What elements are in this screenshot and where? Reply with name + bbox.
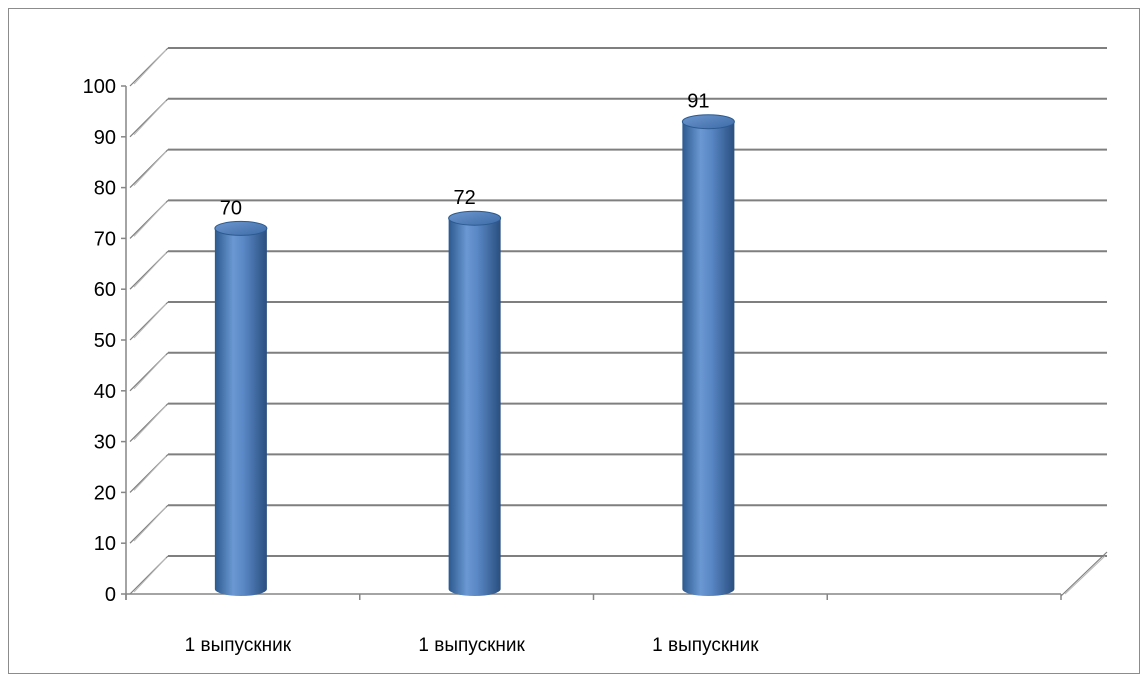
y-tick-label: 70 (94, 228, 116, 250)
gridline-diagonal-shadow (133, 354, 167, 390)
data-label: 91 (687, 91, 709, 113)
bar-chart: 0 10 20 30 40 50 60 70 80 90 100 70 1 выпускник 72 1 в… (83, 47, 1108, 656)
category-label: 1 выпускник (652, 635, 759, 656)
bar (214, 220, 268, 596)
bar-body (214, 228, 267, 596)
bar-cap (448, 210, 502, 226)
y-tick-label: 30 (94, 432, 116, 454)
labels: 0 10 20 30 40 50 60 70 80 90 100 70 1 выпускник 72 1 в… (83, 76, 760, 656)
gridline-diagonal-shadow (133, 100, 167, 136)
y-tick-label: 10 (94, 533, 116, 555)
bars (214, 114, 735, 597)
gridline-diagonal-shadow (133, 405, 167, 440)
gridline-diagonal-shadow (133, 202, 167, 237)
bar-cap (214, 220, 268, 236)
bar (448, 210, 502, 597)
data-label: 70 (220, 197, 242, 219)
gridline-diagonal-shadow (133, 151, 167, 186)
y-tick-label: 90 (94, 127, 116, 149)
floor-edge-right (1060, 551, 1108, 597)
bar-body (682, 121, 735, 596)
y-tick-label: 0 (105, 584, 116, 606)
gridlines (129, 47, 1108, 597)
gridline-diagonal-shadow (133, 506, 167, 542)
gridline-diagonal-shadow (133, 456, 167, 491)
y-tick-label: 20 (94, 482, 116, 504)
gridline-diagonal-shadow (133, 303, 167, 339)
y-tick-label: 50 (94, 330, 116, 352)
y-tick-label: 100 (83, 76, 116, 98)
axes (121, 85, 1062, 600)
gridline-diagonal-shadow (133, 557, 167, 593)
gridline-diagonal-shadow (133, 49, 167, 85)
gridline-diagonal-shadow (133, 252, 167, 288)
bar-cap (681, 114, 735, 130)
floor-edge-right-shadow (1064, 555, 1106, 595)
y-tick-label: 40 (94, 381, 116, 403)
category-label: 1 выпускник (418, 635, 525, 656)
category-label: 1 выпускник (185, 635, 292, 656)
y-tick-label: 80 (94, 178, 116, 200)
bar-body (448, 218, 501, 597)
y-tick-label: 60 (94, 279, 116, 301)
chart-frame: 0 10 20 30 40 50 60 70 80 90 100 70 1 выпускник 72 1 в… (8, 8, 1140, 674)
data-label: 72 (454, 187, 476, 209)
bar (681, 114, 735, 596)
